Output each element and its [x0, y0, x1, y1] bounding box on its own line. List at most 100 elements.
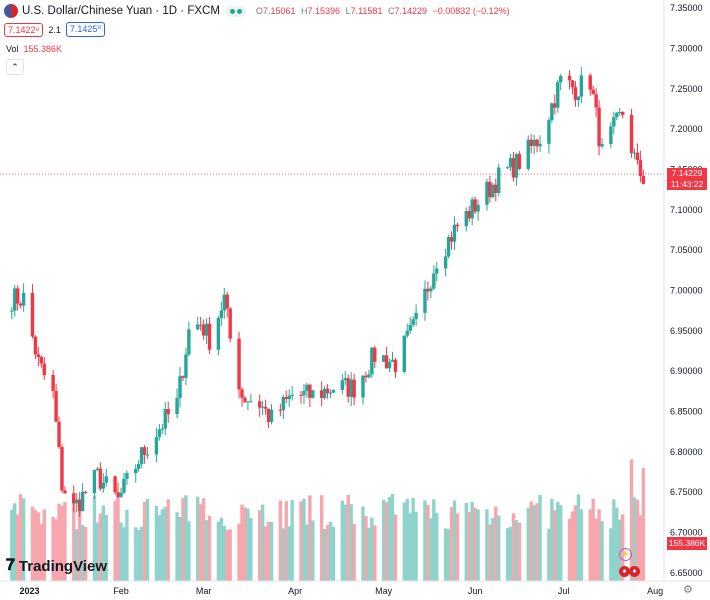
- volume-bar: [60, 506, 64, 581]
- candle-body: [122, 478, 126, 493]
- volume-bar: [370, 517, 374, 581]
- volume-bar: [157, 515, 162, 581]
- volume-bar: [246, 508, 250, 581]
- candle-body: [387, 361, 392, 369]
- candle-body: [18, 303, 23, 306]
- volume-bar: [529, 501, 533, 581]
- sell-button[interactable]: 7.1422⁹: [4, 22, 44, 37]
- volume-bar: [63, 501, 67, 581]
- candle-body: [281, 396, 286, 411]
- volume-bar: [443, 528, 448, 581]
- time-tick-label: Apr: [288, 586, 302, 596]
- volume-bar: [16, 514, 20, 581]
- volume-bar: [281, 528, 286, 581]
- lightning-icon[interactable]: ⚡: [619, 548, 632, 561]
- volume-bar: [612, 499, 616, 581]
- volume-bar: [284, 501, 288, 581]
- candle-body: [600, 144, 604, 147]
- candle-body: [60, 446, 64, 491]
- candle-body: [535, 139, 539, 147]
- volume-bar: [393, 514, 398, 581]
- volume-bar: [125, 509, 129, 581]
- candle-body: [405, 330, 409, 336]
- volume-bar: [615, 507, 619, 581]
- volume-bar: [104, 514, 108, 581]
- volume-bars: [10, 459, 646, 581]
- candle-body: [381, 355, 386, 362]
- time-tick-label: Jul: [558, 586, 570, 596]
- volume-bar: [249, 517, 253, 581]
- volume-bar: [594, 518, 598, 581]
- volume-bar: [550, 498, 554, 581]
- volume-bar: [538, 494, 542, 581]
- volume-bar: [198, 504, 203, 581]
- candle-body: [594, 94, 598, 108]
- candle-body: [485, 181, 489, 205]
- volume-bar: [92, 495, 97, 581]
- volume-bar: [373, 525, 377, 581]
- volume-bar: [187, 521, 191, 581]
- volume-bar: [166, 499, 170, 581]
- candle-body: [609, 126, 613, 145]
- volume-bar: [405, 498, 409, 581]
- candle-body: [384, 355, 389, 369]
- candle-body: [556, 82, 560, 108]
- volume-bar: [287, 526, 291, 581]
- tradingview-logo[interactable]: 𝟕 TradingView: [6, 557, 107, 575]
- volume-bar: [331, 526, 336, 581]
- volume-bar: [116, 496, 120, 581]
- candle-body: [514, 154, 519, 178]
- volume-bar: [266, 521, 271, 581]
- candle-body: [629, 114, 634, 153]
- volume-bar: [514, 520, 519, 581]
- candle-body: [505, 167, 510, 169]
- price-tick-label: 7.30000: [670, 43, 703, 53]
- candle-body: [16, 288, 20, 304]
- volume-bar: [10, 509, 14, 581]
- volume-bar: [57, 503, 61, 581]
- flag-event-icon[interactable]: ●: [619, 566, 630, 577]
- candle-body: [134, 468, 138, 474]
- price-tick-label: 6.85000: [670, 407, 703, 417]
- volume-bar: [511, 513, 516, 581]
- candle-body: [287, 395, 291, 400]
- volume-bar: [54, 519, 58, 581]
- volume-bar: [588, 509, 592, 581]
- price-tick-label: 7.35000: [670, 3, 703, 13]
- flag-icon: [4, 4, 18, 18]
- candle-body: [311, 390, 315, 398]
- volume-bar: [346, 494, 350, 581]
- settings-gear-icon[interactable]: ⚙: [683, 584, 693, 596]
- buy-button[interactable]: 7.1425⁰: [65, 22, 106, 37]
- status-icon[interactable]: [225, 5, 246, 17]
- candle-body: [467, 211, 471, 219]
- volume-bar: [30, 506, 35, 581]
- candle-body: [550, 103, 554, 121]
- volume-bar: [629, 459, 634, 581]
- flag-event-icon[interactable]: ●: [629, 566, 640, 577]
- candle-body: [181, 376, 185, 378]
- volume-bar: [33, 509, 38, 581]
- candle-body: [249, 401, 253, 403]
- volume-bar: [75, 529, 79, 581]
- candle-body: [573, 87, 578, 101]
- candle-body: [402, 335, 407, 372]
- candle-body: [225, 294, 229, 309]
- collapse-chevron-icon[interactable]: ⌃: [6, 59, 24, 75]
- volume-bar: [134, 527, 138, 581]
- volume-bar: [154, 505, 159, 581]
- candle-body: [83, 491, 88, 494]
- volume-bar: [95, 522, 100, 581]
- volume-bar: [476, 509, 480, 581]
- candle-body: [346, 378, 350, 397]
- volume-bar: [570, 511, 575, 581]
- volume-bar: [263, 526, 268, 581]
- volume-bar: [77, 503, 82, 581]
- candle-body: [446, 236, 451, 257]
- volume-bar: [237, 523, 241, 581]
- symbol-title[interactable]: U.S. Dollar/Chinese Yuan · 1D · FXCM: [22, 5, 220, 17]
- volume-bar: [600, 521, 604, 581]
- price-tick-label: 7.10000: [670, 205, 703, 215]
- candle-body: [175, 397, 179, 415]
